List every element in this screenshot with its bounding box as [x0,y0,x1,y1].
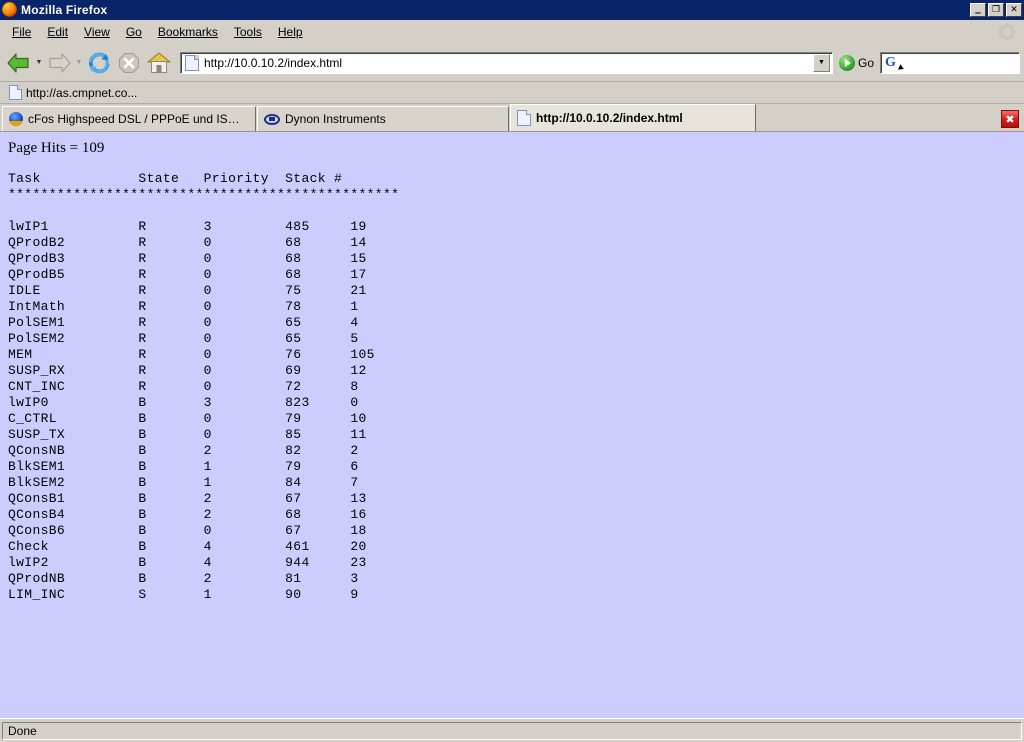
url-dropdown-button[interactable]: ▼ [812,53,830,72]
forward-button [44,48,74,78]
menu-bookmarks[interactable]: Bookmarks [150,22,226,42]
page-content: Page Hits = 109 Task State Priority Stac… [0,132,1024,718]
window-controls: _ ❐ ✕ [970,1,1022,17]
stop-button [114,48,144,78]
menu-file[interactable]: File [4,22,39,42]
forward-history-caret-icon: ▼ [75,59,83,66]
throbber-icon [998,23,1016,41]
url-input[interactable]: http://10.0.10.2/index.html [204,55,343,70]
tab-label: Dynon Instruments [285,112,386,126]
minimize-button[interactable]: _ [970,1,986,17]
page-icon [517,110,531,126]
menu-view-label: View [84,25,110,39]
close-icon: ✕ [1010,5,1018,15]
home-button[interactable] [144,48,174,78]
page-icon [9,85,22,100]
menu-bookmarks-label: Bookmarks [157,25,218,39]
firefox-logo-icon [2,2,18,18]
tab-index-html[interactable]: http://10.0.10.2/index.html [510,104,756,131]
go-label: Go [857,55,874,70]
menu-bar: File Edit View Go Bookmarks Tools Help [0,20,1024,44]
cfos-favicon-icon [9,112,23,126]
url-bar[interactable]: http://10.0.10.2/index.html ▼ [180,51,833,74]
menu-go-label: Go [125,25,142,39]
tab-label: cFos Highspeed DSL / PPPoE und ISDN CAP… [28,112,247,126]
back-history-caret-icon[interactable]: ▼ [35,59,43,66]
menu-edit-label: Edit [47,25,69,39]
dynon-favicon-icon [264,113,280,125]
task-table: Task State Priority Stack # ************… [8,171,400,602]
close-tab-button[interactable]: ✖ [1001,110,1019,128]
menu-view[interactable]: View [76,22,118,42]
restore-icon: ❐ [991,5,1001,15]
tab-bar: cFos Highspeed DSL / PPPoE und ISDN CAP…… [0,104,1024,132]
menu-tools[interactable]: Tools [226,22,270,42]
navigation-toolbar: ▼ ▼ [0,44,1024,82]
bookmark-label: http://as.cmpnet.co... [26,85,138,100]
search-bar[interactable]: G [880,51,1020,74]
menu-tools-label: Tools [233,25,262,39]
menu-file-label: File [12,25,32,39]
page-icon [185,54,199,71]
window-title: Mozilla Firefox [21,3,108,17]
tab-cfos[interactable]: cFos Highspeed DSL / PPPoE und ISDN CAP… [2,106,256,131]
close-window-button[interactable]: ✕ [1006,3,1022,17]
search-engine-caret-icon[interactable] [897,63,906,72]
menu-go[interactable]: Go [118,22,150,42]
reload-button[interactable] [84,48,114,78]
menu-edit[interactable]: Edit [39,22,76,42]
title-bar: Mozilla Firefox _ ❐ ✕ [0,0,1024,20]
restore-button[interactable]: ❐ [988,3,1004,17]
status-text: Done [2,721,1022,740]
minimize-icon: _ [975,1,981,14]
go-button[interactable]: Go [837,54,880,71]
google-icon: G [885,54,896,70]
tab-dynon[interactable]: Dynon Instruments [257,106,509,131]
status-bar: Done [0,718,1024,742]
menu-help-label: Help [277,25,303,39]
page-hits-line: Page Hits = 109 [8,140,105,156]
menu-help[interactable]: Help [270,22,311,42]
tab-label: http://10.0.10.2/index.html [536,111,683,125]
bookmarks-toolbar: http://as.cmpnet.co... [0,82,1024,104]
back-button[interactable] [4,48,34,78]
bookmark-item[interactable]: http://as.cmpnet.co... [4,84,142,101]
go-icon [838,54,855,71]
